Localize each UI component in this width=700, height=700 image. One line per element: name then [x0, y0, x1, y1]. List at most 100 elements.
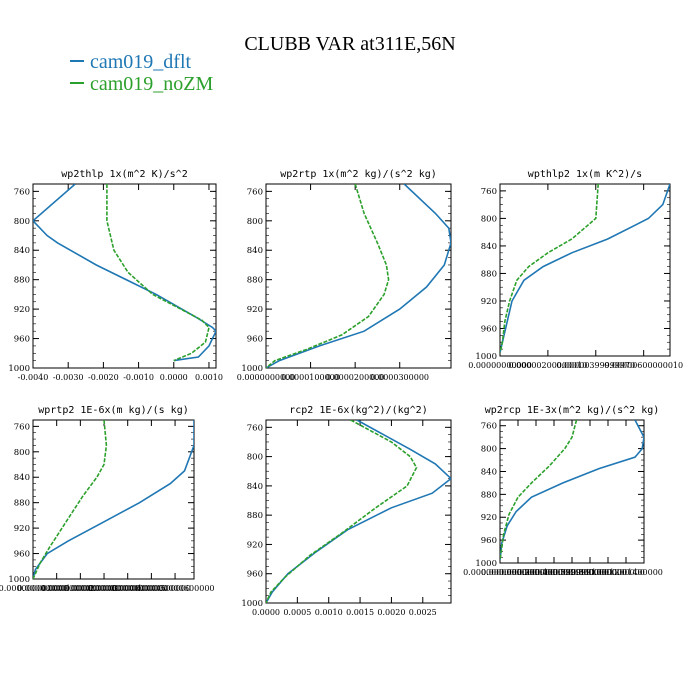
x-tick-label: 0.0000200000: [326, 373, 385, 382]
y-tick-label: 760: [247, 187, 263, 197]
plot-frame: [499, 419, 645, 564]
x-tick-label: 0.00000000100000: [17, 584, 96, 593]
figure-title: CLUBB VAR at311E,56N: [244, 33, 455, 55]
y-tick-label: 760: [481, 187, 497, 197]
legend-label-noZM: cam019_noZM: [90, 73, 214, 95]
x-tick-label: 0.00000000500000: [112, 584, 191, 593]
y-tick-label: 760: [481, 422, 497, 432]
y-tick-label: 840: [14, 246, 30, 256]
panel-4: wprtp2 1E-6x(m kg)/(s kg) 760 800 840 880 920…: [0, 405, 215, 593]
x-tick-label: 0.0000: [252, 608, 280, 617]
y-tick-label: 1000: [475, 559, 497, 569]
series-line-dflt: [266, 420, 451, 603]
series-line-noZM: [266, 184, 390, 368]
y-tick-label: 840: [481, 467, 497, 477]
y-tick-label: 1000: [241, 599, 263, 609]
panel-5: rcp2 1E-6x(kg^2)/(kg^2) 760 800 840 880 920 96…: [241, 405, 452, 617]
y-tick-label: 760: [14, 187, 30, 197]
y-tick-label: 1000: [8, 364, 30, 374]
y-tick-label: 920: [14, 305, 30, 315]
y-tick-label: 920: [247, 305, 263, 315]
x-tick-label: -0.0030: [53, 373, 84, 382]
x-tick-label: 0.00000399999970: [556, 361, 635, 370]
panel-title: wprtp2 1E-6x(m kg)/(s kg): [38, 405, 189, 416]
series-line-noZM: [33, 420, 108, 579]
panel-title: wp2rtp 1x(m^2 kg)/(s^2 kg): [280, 169, 437, 180]
panel-2: wp2rtp 1x(m^2 kg)/(s^2 kg) 760 800 840 880 92…: [237, 169, 452, 382]
panels: wp2thlp 1x(m^2 K)/s^2 760 800 840 880 920 960 1…: [0, 169, 683, 617]
x-tick-label: -0.0040: [18, 373, 49, 382]
y-tick-label: 880: [481, 490, 497, 500]
x-tick-label: 0.0020: [377, 608, 405, 617]
panel-title: wpthlp2 1x(m K^2)/s: [528, 169, 642, 180]
y-tick-label: 840: [14, 473, 30, 483]
y-tick-label: 960: [481, 536, 497, 546]
x-tick-label: 0.00000000300000: [65, 584, 144, 593]
y-tick-label: 880: [481, 269, 497, 279]
series-line-dflt: [500, 420, 644, 561]
y-tick-label: 1000: [475, 352, 497, 362]
y-tick-label: 880: [247, 276, 263, 286]
y-tick-label: 920: [481, 513, 497, 523]
x-tick-label: 0.00000000000: [468, 361, 532, 370]
plot-frame: [265, 419, 452, 604]
y-tick-label: 800: [481, 214, 497, 224]
panel-title: rcp2 1E-6x(kg^2)/(kg^2): [289, 405, 427, 416]
x-tick-label: 0.0000000000000: [463, 568, 537, 577]
y-tick-label: 1000: [241, 364, 263, 374]
x-tick-label: 0.0000100000: [281, 373, 340, 382]
x-tick-label: 0.00000000400000: [88, 584, 167, 593]
x-tick-label: 0.000000000000: [0, 584, 67, 593]
legend-label-dflt: cam019_dflt: [90, 51, 192, 73]
x-tick-label: 0.0000000800000: [535, 568, 609, 577]
y-tick-label: 960: [247, 570, 263, 580]
panel-title: wp2rcp 1E-3x(m^2 kg)/(s^2 kg): [485, 405, 660, 416]
x-tick-label: 0.00000000200000: [41, 584, 120, 593]
series-line-noZM: [500, 420, 578, 561]
y-tick-label: 880: [14, 276, 30, 286]
x-tick-label: 0.0000000200000: [481, 568, 555, 577]
y-tick-label: 840: [481, 242, 497, 252]
y-tick-label: 800: [247, 453, 263, 463]
plot-frame: [499, 183, 671, 357]
x-tick-label: 0.0000300000: [370, 373, 429, 382]
panel-6: wp2rcp 1E-3x(m^2 kg)/(s^2 kg) 760 800 840 88…: [463, 405, 663, 577]
x-tick-label: 0.0000001400000: [589, 568, 663, 577]
y-tick-label: 800: [14, 217, 30, 227]
y-tick-label: 1000: [8, 575, 30, 585]
x-tick-label: -0.0010: [123, 373, 154, 382]
panel-title: wp2thlp 1x(m^2 K)/s^2: [61, 169, 187, 180]
y-tick-label: 800: [481, 445, 497, 455]
x-tick-label: 0.0000: [160, 373, 188, 382]
y-tick-label: 960: [14, 335, 30, 345]
series-line-dflt: [33, 184, 216, 362]
x-tick-label: 0.00000200000010: [508, 361, 587, 370]
series-line-noZM: [106, 184, 210, 362]
y-tick-label: 920: [14, 524, 30, 534]
x-tick-label: 0.0005: [283, 608, 311, 617]
series-line-dflt: [33, 420, 194, 579]
y-tick-label: 800: [247, 217, 263, 227]
x-tick-label: 0.0000001200000: [571, 568, 645, 577]
legend: cam019_dflt cam019_noZM: [70, 51, 214, 95]
y-tick-label: 960: [14, 550, 30, 560]
x-tick-label: 0.00000600000010: [604, 361, 683, 370]
x-tick-label: 0.0010: [315, 608, 343, 617]
x-tick-label: 0.00000000600000: [136, 584, 215, 593]
plot-frame: [32, 419, 195, 580]
plot-frame: [32, 183, 217, 369]
y-tick-label: 960: [481, 324, 497, 334]
y-tick-label: 880: [14, 499, 30, 509]
series-line-noZM: [500, 184, 599, 353]
y-tick-label: 760: [247, 423, 263, 433]
panel-3: wpthlp2 1x(m K^2)/s 760 800 840 880 920 960 100…: [468, 169, 683, 370]
y-tick-label: 880: [247, 511, 263, 521]
series-line-dflt: [500, 184, 670, 353]
x-tick-label: 0.0010: [195, 373, 223, 382]
x-tick-label: 0.0015: [346, 608, 374, 617]
y-tick-label: 920: [247, 540, 263, 550]
series-line-noZM: [266, 420, 418, 603]
panel-1: wp2thlp 1x(m^2 K)/s^2 760 800 840 880 920 960 1…: [8, 169, 223, 382]
y-tick-label: 840: [247, 482, 263, 492]
